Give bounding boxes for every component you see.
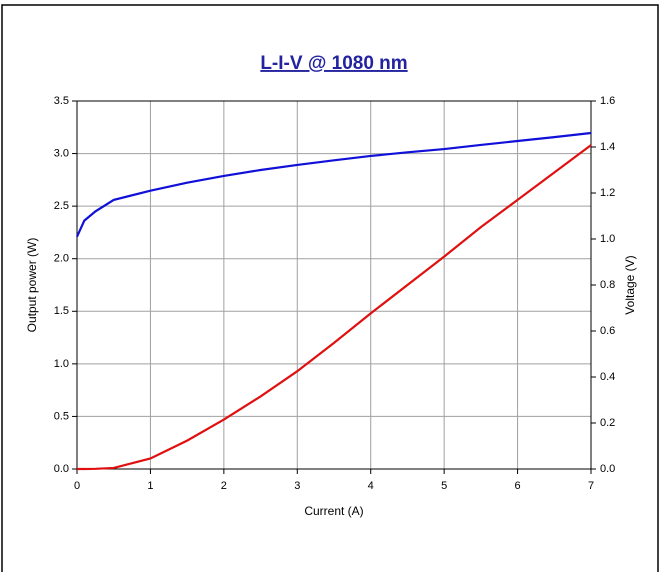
y2-tick-label: 0.2 <box>600 417 615 429</box>
x-tick-label: 3 <box>294 480 300 492</box>
y-tick-label: 1.0 <box>54 358 69 370</box>
x-tick-label: 2 <box>221 480 227 492</box>
y-tick-label: 2.5 <box>54 200 69 212</box>
plot-border <box>76 100 592 470</box>
y2-tick-label: 0.4 <box>600 371 615 383</box>
y2-tick-label: 1.4 <box>600 141 615 153</box>
x-tick-label: 6 <box>515 480 521 492</box>
y-tick-label: 2.0 <box>54 253 69 265</box>
y-tick-label: 3.5 <box>54 95 69 107</box>
y-axis-label: Output power (W) <box>25 238 39 333</box>
y2-axis-label: Voltage (V) <box>623 255 637 314</box>
x-axis-label: Current (A) <box>304 504 363 518</box>
x-tick-label: 7 <box>588 480 594 492</box>
y2-tick-label: 1.2 <box>600 187 615 199</box>
y-tick-label: 1.5 <box>54 305 69 317</box>
x-tick-label: 1 <box>147 480 153 492</box>
y2-tick-label: 1.0 <box>600 233 615 245</box>
y2-tick-label: 0.6 <box>600 325 615 337</box>
x-tick-label: 5 <box>441 480 447 492</box>
y-tick-label: 0.5 <box>54 410 69 422</box>
y2-tick-label: 1.6 <box>600 95 615 107</box>
series-line <box>77 144 592 471</box>
y-tick-label: 3.0 <box>54 147 69 159</box>
y2-tick-label: 0.0 <box>600 463 615 475</box>
x-tick-label: 4 <box>368 480 374 492</box>
y2-tick-label: 0.8 <box>600 279 615 291</box>
y-tick-label: 0.0 <box>54 463 69 475</box>
series-line <box>75 131 592 238</box>
chart-title: L-I-V @ 1080 nm <box>260 53 407 74</box>
x-tick-label: 0 <box>74 480 80 492</box>
frame <box>1 4 659 577</box>
